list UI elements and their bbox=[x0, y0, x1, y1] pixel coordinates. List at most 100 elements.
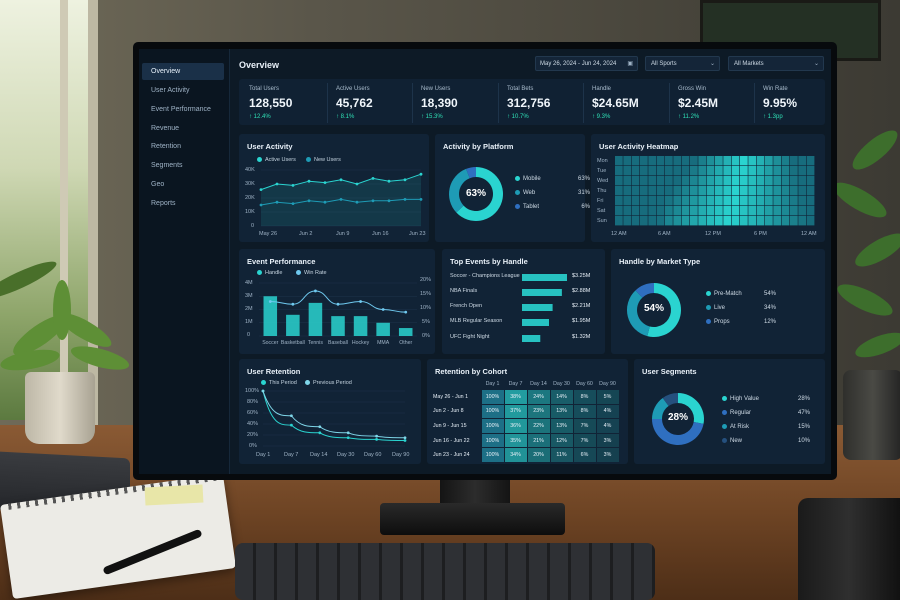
heatmap-cell bbox=[631, 186, 640, 196]
kpi-handle[interactable]: Handle $24.65M ↑ 9.3% bbox=[583, 83, 668, 123]
heatmap-cell bbox=[715, 196, 723, 206]
legend-dot bbox=[257, 270, 262, 276]
kpi-new-users[interactable]: New Users 18,390 ↑ 15.3% bbox=[412, 83, 497, 123]
table-row: Jun 23 - Jun 24 100% 34% 20% 11% 6% 3% bbox=[433, 447, 620, 463]
data-point bbox=[339, 178, 343, 182]
heatmap-cell bbox=[615, 196, 623, 206]
heatmap-cell bbox=[806, 156, 815, 166]
data-point bbox=[259, 203, 263, 207]
sidebar-item-user-activity[interactable]: User Activity bbox=[151, 87, 190, 94]
data-point bbox=[355, 182, 359, 186]
cohort-cell: 21% bbox=[526, 432, 551, 449]
plant-left bbox=[0, 261, 130, 371]
kpi-gross-win[interactable]: Gross Win $2.45M ↑ 11.2% bbox=[669, 83, 754, 123]
data-point bbox=[346, 431, 350, 435]
event-name: MLB Regular Season bbox=[450, 318, 503, 324]
legend-dot bbox=[722, 424, 727, 429]
kpi-total-users[interactable]: Total Users 128,550 ↑ 12.4% bbox=[241, 83, 325, 123]
data-point bbox=[268, 300, 272, 303]
data-point bbox=[290, 414, 293, 418]
heatmap-cell bbox=[748, 216, 757, 226]
heatmap-row-label: Wed bbox=[597, 178, 609, 184]
heatmap-cell bbox=[623, 186, 632, 196]
markets-select[interactable]: All Markets ⌄ bbox=[728, 56, 824, 71]
bar-handle bbox=[376, 322, 390, 336]
kpi-label: Gross Win bbox=[678, 86, 707, 92]
heatmap-cell bbox=[756, 176, 765, 186]
sidebar-item-geo[interactable]: Geo bbox=[151, 181, 165, 188]
event-name: French Open bbox=[450, 303, 483, 309]
heatmap-col-label: 6 AM bbox=[658, 231, 671, 237]
data-point bbox=[259, 188, 263, 191]
heatmap-cell bbox=[756, 186, 765, 196]
plant-pot bbox=[843, 370, 900, 460]
heatmap-cell bbox=[748, 206, 757, 216]
x-tick: Day 14 bbox=[310, 452, 328, 458]
heatmap-cell bbox=[781, 206, 790, 216]
column-header bbox=[433, 379, 481, 390]
cohort-cell: 34% bbox=[503, 447, 528, 463]
legend-value: 10% bbox=[797, 438, 810, 444]
sports-select[interactable]: All Sports ⌄ bbox=[645, 56, 720, 71]
heatmap-cell bbox=[690, 176, 698, 186]
heatmap-cell bbox=[681, 176, 690, 186]
y-tick: 4M bbox=[245, 280, 253, 286]
kpi-win-rate[interactable]: Win Rate 9.95% ↑ 1.3pp bbox=[754, 83, 831, 123]
heatmap-cell bbox=[773, 176, 782, 186]
market-type-card: Handle by Market Type 54% Pre-Match 54% L… bbox=[611, 249, 825, 354]
x-tick: Jun 23 bbox=[409, 231, 426, 237]
kpi-value: 45,762 bbox=[336, 96, 373, 110]
data-point bbox=[291, 184, 295, 187]
heatmap-cell bbox=[798, 216, 807, 226]
sidebar-item-retention[interactable]: Retention bbox=[151, 143, 181, 150]
event-name: Soccer - Champions League bbox=[450, 273, 520, 279]
y-tick: 20% bbox=[247, 432, 259, 438]
event-value: $1.32M bbox=[572, 334, 591, 340]
segment-slice bbox=[678, 393, 704, 424]
platform-slice bbox=[456, 167, 503, 221]
heatmap-cell bbox=[773, 156, 782, 166]
kpi-total-bets[interactable]: Total Bets 312,756 ↑ 10.7% bbox=[498, 83, 583, 123]
heatmap-row-label: Sun bbox=[597, 218, 607, 224]
table-row: Jun 16 - Jun 22 100% 35% 21% 12% 7% 3% bbox=[433, 432, 620, 449]
sports-select-value: All Sports bbox=[651, 61, 677, 67]
kpi-change: ↑ 9.3% bbox=[592, 114, 611, 120]
heatmap-cell bbox=[715, 156, 723, 166]
sidebar-item-revenue[interactable]: Revenue bbox=[151, 125, 180, 132]
kpi-active-users[interactable]: Active Users 45,762 ↑ 8.1% bbox=[327, 83, 412, 123]
heatmap-cell bbox=[706, 176, 715, 186]
heatmap-cell bbox=[723, 176, 732, 186]
bar-handle bbox=[286, 314, 300, 336]
heatmap-cell bbox=[665, 166, 673, 176]
sidebar-item-segments[interactable]: Segments bbox=[151, 162, 183, 169]
date-range-picker[interactable]: May 26, 2024 - Jun 24, 2024 ▣ bbox=[535, 56, 638, 71]
heatmap-cell bbox=[706, 206, 715, 216]
cohort-cell: 12% bbox=[549, 432, 574, 449]
cohort-label: Jun 2 - Jun 8 bbox=[433, 408, 464, 415]
sidebar-item-reports[interactable]: Reports bbox=[151, 200, 176, 207]
legend-label: Web bbox=[523, 190, 536, 197]
cohort-cell: 5% bbox=[595, 389, 620, 405]
heatmap-cell bbox=[673, 176, 682, 186]
heatmap-cell bbox=[756, 166, 765, 176]
heatmap-cell bbox=[731, 216, 740, 226]
calendar-icon: ▣ bbox=[627, 61, 633, 67]
y-tick-right: 20% bbox=[420, 277, 432, 283]
cohort-cell: 8% bbox=[572, 403, 597, 420]
heatmap-cell bbox=[640, 216, 648, 226]
y-tick: 0 bbox=[247, 332, 251, 338]
heatmap-cell bbox=[790, 156, 798, 166]
heatmap-cell bbox=[765, 206, 773, 216]
heatmap-cell bbox=[781, 176, 790, 186]
heatmap-cell bbox=[656, 196, 665, 206]
column-header: Day 90 bbox=[599, 381, 616, 387]
x-tick: Day 60 bbox=[364, 452, 382, 458]
sidebar-item-event-performance[interactable]: Event Performance bbox=[151, 106, 211, 113]
kpi-value: 312,756 bbox=[507, 96, 551, 110]
data-point bbox=[290, 423, 293, 427]
heatmap-row-label: Fri bbox=[597, 198, 604, 204]
legend-label: Live bbox=[714, 305, 726, 312]
user-activity-chart bbox=[259, 169, 423, 227]
heatmap-cell bbox=[681, 206, 690, 216]
sidebar-item-overview[interactable]: Overview bbox=[142, 63, 224, 80]
